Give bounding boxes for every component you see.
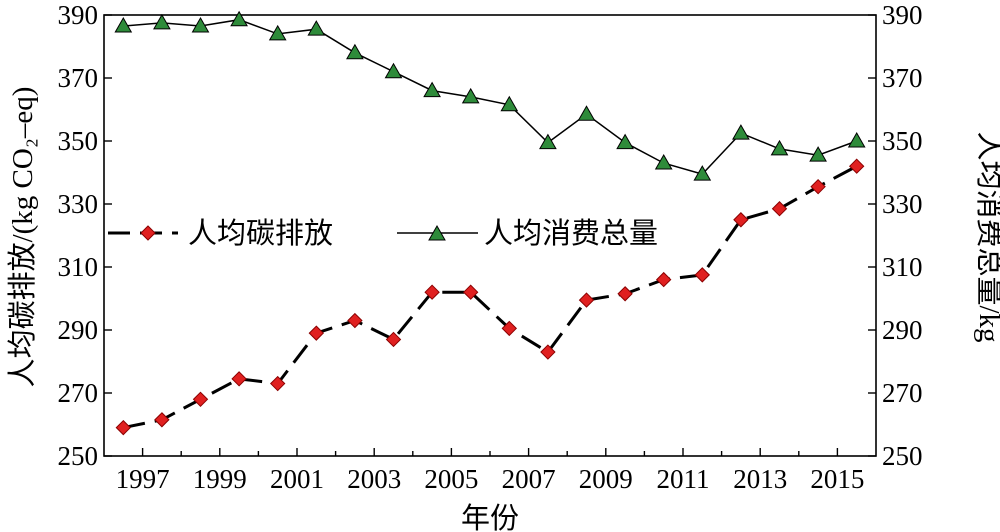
x-tick-label: 2001 (270, 464, 324, 494)
right-y-tick-label: 350 (882, 126, 923, 156)
legend-diamond-icon (140, 225, 156, 241)
legend-label-consumption: 人均消费总量 (484, 217, 658, 250)
consumption-point (423, 81, 441, 98)
left-y-axis: 250 270 290 310 330 350 370 390 (58, 0, 112, 471)
consumption-point (346, 43, 364, 60)
carbon-point (810, 178, 826, 195)
consumption-point (191, 17, 210, 33)
consumption-point (770, 139, 789, 156)
left-y-tick-label: 270 (58, 378, 99, 408)
carbon-point (269, 375, 286, 392)
carbon-point (617, 286, 633, 302)
carbon-point (733, 212, 749, 228)
x-tick-label: 2007 (502, 464, 556, 494)
left-y-tick-label: 310 (58, 252, 99, 282)
x-tick-label: 2005 (424, 464, 478, 494)
x-tick-label: 1999 (193, 464, 247, 494)
legend-triangle-icon (428, 224, 446, 241)
consumption-point (500, 95, 519, 112)
carbon-point (462, 284, 479, 300)
right-y-tick-label: 290 (882, 315, 923, 345)
consumption-point (616, 133, 634, 150)
carbon-point (655, 271, 672, 288)
left-y-axis-label: 人均碳排放/(kg CO₂–eq) (6, 87, 39, 388)
x-tick-label: 2011 (657, 464, 710, 494)
consumption-point (539, 133, 557, 150)
right-y-axis-label: 人均消费总量/kg (973, 131, 1000, 342)
consumption-point (732, 124, 750, 140)
consumption-point (114, 17, 133, 33)
series-markers (114, 10, 866, 436)
x-tick-label: 2009 (579, 464, 633, 494)
consumption-point (654, 154, 673, 170)
series-line-consumption (123, 18, 857, 175)
carbon-point (578, 292, 595, 308)
right-y-tick-label: 270 (882, 378, 923, 408)
carbon-point (347, 312, 363, 329)
left-y-tick-label: 290 (58, 315, 99, 345)
x-tick-label: 1997 (116, 464, 170, 494)
legend-item-carbon: 人均碳排放 (108, 217, 333, 250)
legend-item-consumption: 人均消费总量 (397, 217, 658, 250)
left-y-tick-label: 330 (58, 189, 99, 219)
right-y-tick-label: 330 (882, 189, 923, 219)
x-tick-label: 2003 (347, 464, 401, 494)
left-y-tick-label: 350 (58, 126, 99, 156)
carbon-point (192, 391, 209, 408)
consumption-point (230, 10, 248, 27)
right-y-axis: 250 270 290 310 330 350 370 390 (868, 0, 923, 471)
carbon-point (154, 412, 170, 428)
left-y-tick-label: 250 (58, 441, 99, 471)
carbon-point (115, 419, 132, 436)
carbon-point (694, 267, 711, 283)
left-y-tick-label: 370 (58, 63, 99, 93)
carbon-point (308, 325, 325, 341)
legend: 人均碳排放 人均消费总量 (108, 217, 658, 250)
consumption-point (461, 87, 480, 104)
carbon-point (540, 344, 556, 360)
right-y-tick-label: 310 (882, 252, 923, 282)
consumption-point (384, 62, 403, 79)
carbon-point (501, 320, 518, 337)
series-line-carbon (123, 164, 858, 430)
carbon-point (424, 284, 440, 300)
carbon-point (848, 158, 865, 174)
consumption-point (307, 20, 326, 36)
legend-label-carbon: 人均碳排放 (188, 217, 333, 250)
x-tick-label: 2013 (733, 464, 787, 494)
consumption-point (693, 165, 712, 181)
right-y-tick-label: 370 (882, 63, 923, 93)
consumption-point (153, 13, 171, 30)
x-axis: 1997 1999 2001 2003 2005 2007 2009 2011 2013 2015 (116, 448, 864, 494)
carbon-point (231, 371, 247, 387)
x-tick-label: 2015 (810, 464, 864, 494)
carbon-point (771, 201, 788, 217)
left-y-tick-label: 390 (58, 0, 99, 30)
consumption-point (809, 146, 827, 162)
x-axis-label: 年份 (461, 502, 519, 532)
consumption-point (847, 131, 866, 148)
right-y-tick-label: 390 (882, 0, 923, 30)
consumption-point (268, 24, 287, 41)
consumption-point (577, 105, 596, 121)
right-y-tick-label: 250 (882, 441, 923, 471)
carbon-point (385, 331, 402, 348)
